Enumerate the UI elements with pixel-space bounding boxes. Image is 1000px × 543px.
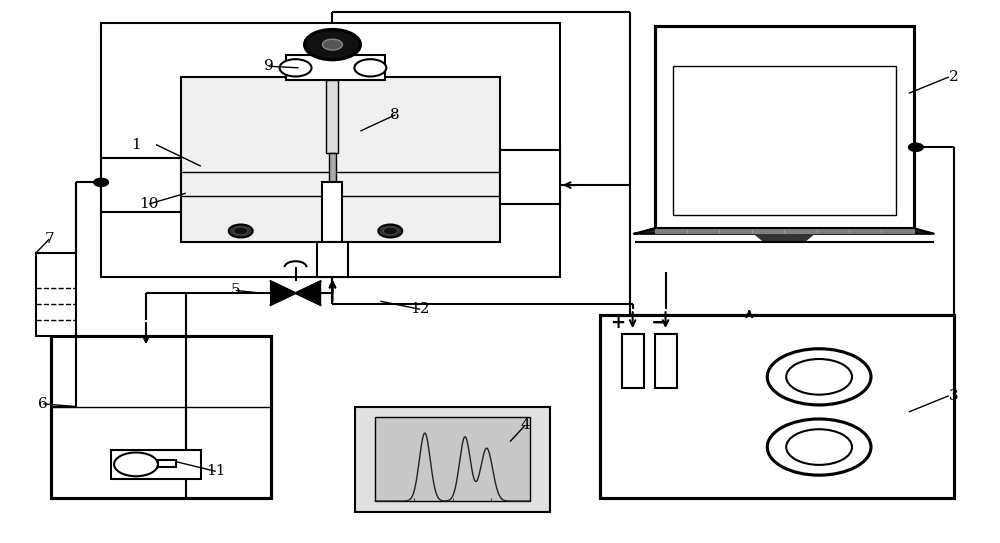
Circle shape <box>354 59 386 77</box>
Circle shape <box>114 452 158 476</box>
Text: 2: 2 <box>949 70 959 84</box>
Circle shape <box>280 59 312 77</box>
Text: 4: 4 <box>520 419 530 432</box>
Text: 10: 10 <box>139 197 159 211</box>
Bar <box>181 77 500 242</box>
Circle shape <box>909 143 923 151</box>
Circle shape <box>767 419 871 475</box>
Text: 7: 7 <box>44 232 54 246</box>
Bar <box>655 333 677 388</box>
Text: 11: 11 <box>206 464 226 478</box>
Bar <box>655 26 914 228</box>
Polygon shape <box>635 228 934 233</box>
Text: 12: 12 <box>410 302 430 317</box>
Bar <box>322 182 342 242</box>
Circle shape <box>383 227 397 235</box>
Bar <box>329 153 336 182</box>
Bar <box>286 55 385 80</box>
Bar <box>673 66 896 215</box>
Polygon shape <box>271 281 296 305</box>
Bar <box>317 242 348 277</box>
Circle shape <box>767 349 871 405</box>
Circle shape <box>378 224 402 237</box>
Bar <box>355 407 550 512</box>
Polygon shape <box>296 281 320 305</box>
Text: 5: 5 <box>231 283 241 298</box>
Bar <box>36 252 76 336</box>
Bar <box>51 336 271 498</box>
Text: 3: 3 <box>949 389 959 403</box>
Bar <box>101 23 560 277</box>
Circle shape <box>229 224 253 237</box>
Polygon shape <box>754 233 814 242</box>
Bar <box>158 460 176 467</box>
Text: 1: 1 <box>131 137 141 151</box>
Circle shape <box>94 179 108 186</box>
Text: +: + <box>610 314 625 332</box>
Bar <box>326 80 338 153</box>
Bar <box>500 150 560 204</box>
Bar <box>375 418 530 501</box>
Text: 8: 8 <box>390 108 400 122</box>
Bar <box>111 450 201 479</box>
Text: 9: 9 <box>264 59 274 73</box>
Circle shape <box>322 39 342 50</box>
Circle shape <box>786 430 852 465</box>
Circle shape <box>786 359 852 395</box>
Bar <box>101 158 181 212</box>
Circle shape <box>234 227 248 235</box>
Text: −: − <box>651 313 668 333</box>
Circle shape <box>305 29 360 60</box>
Bar <box>622 333 644 388</box>
Text: 6: 6 <box>38 397 48 411</box>
Bar <box>600 315 954 498</box>
